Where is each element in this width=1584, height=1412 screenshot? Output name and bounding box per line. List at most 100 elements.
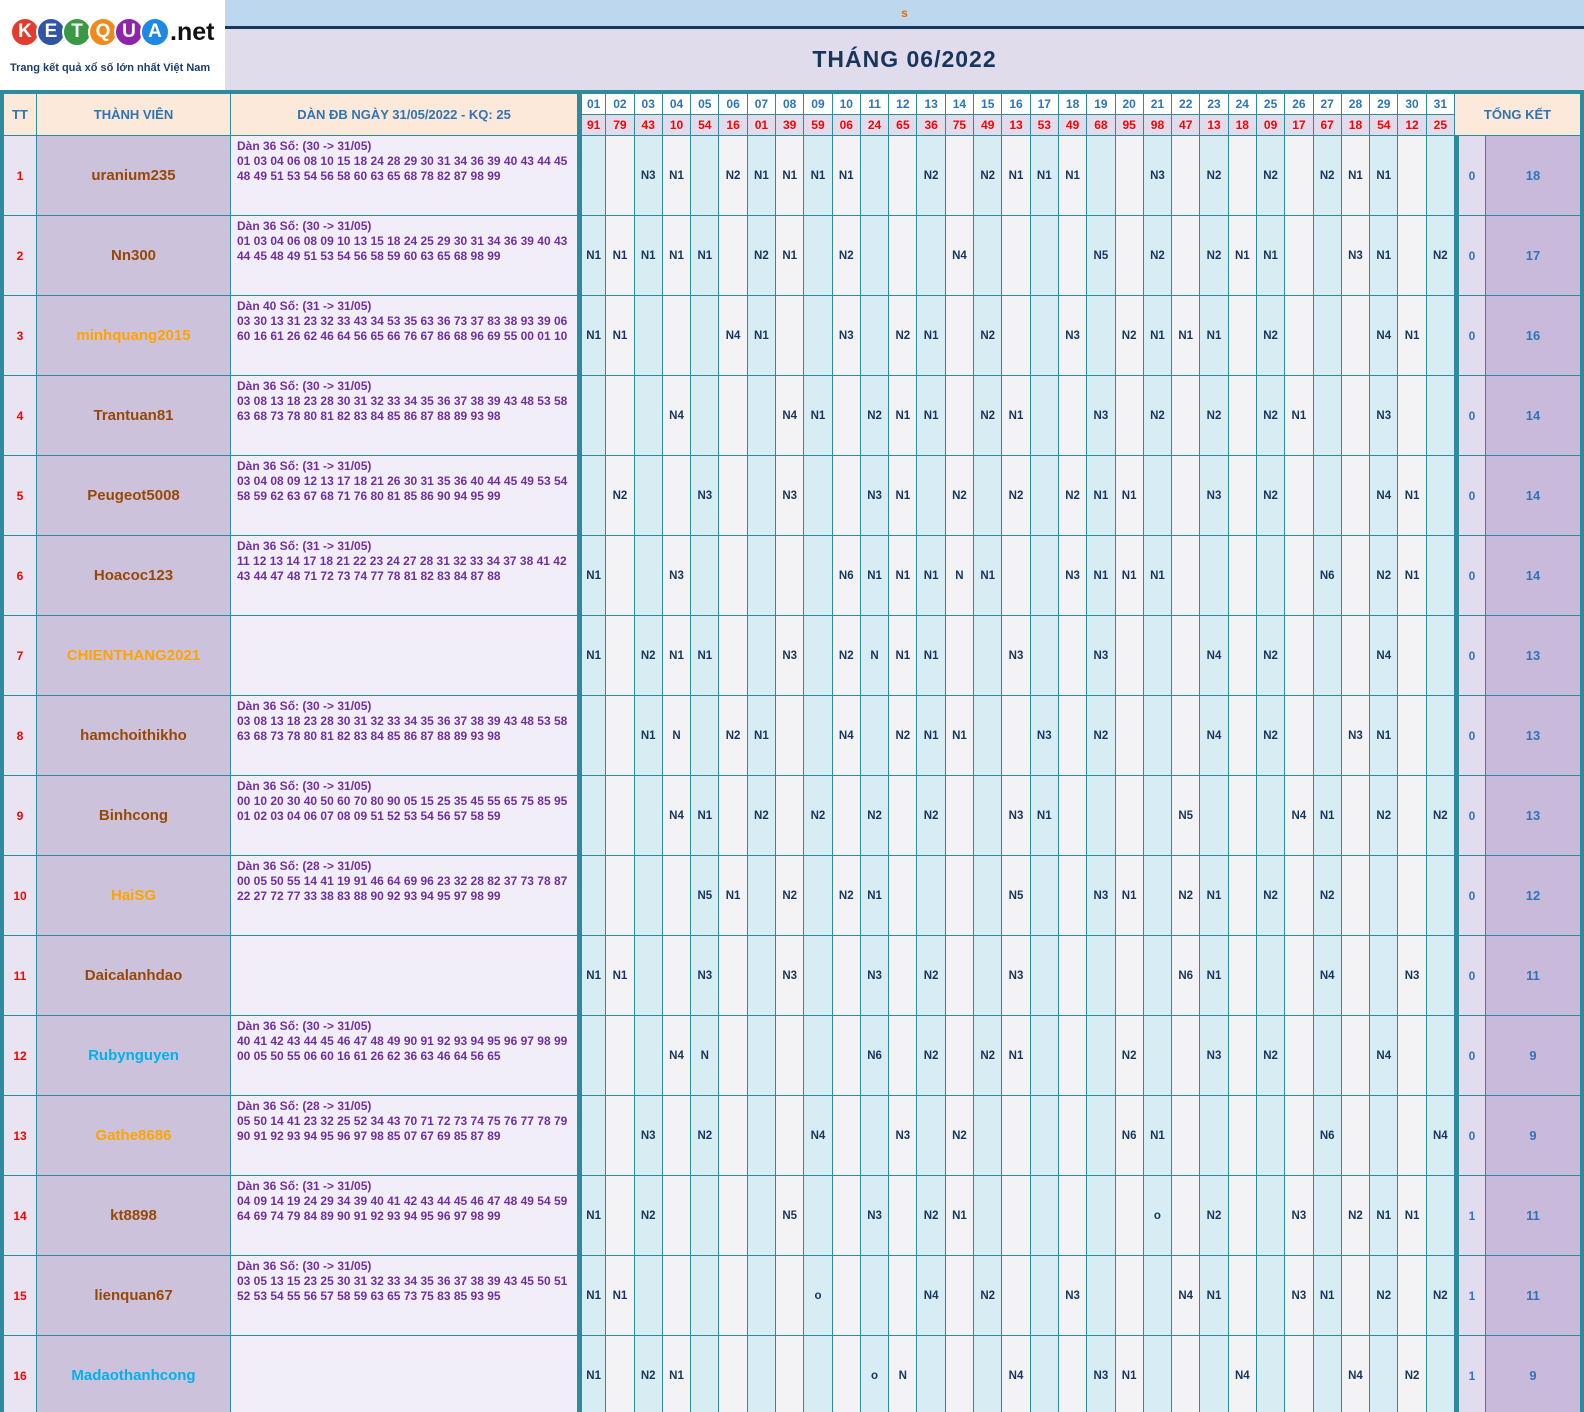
logo-letter-T: T	[62, 17, 92, 47]
member-name[interactable]: lienquan67	[94, 1287, 173, 1304]
day-header-12: 12	[889, 94, 917, 114]
result-value-day-09: 59	[804, 115, 832, 135]
day-cell-10: N2	[832, 616, 860, 695]
day-cell-13: N2	[917, 776, 945, 855]
day-cell-24	[1228, 1096, 1256, 1175]
day-cell-04	[662, 296, 691, 375]
member-name[interactable]: hamchoithikho	[80, 727, 187, 744]
member-name[interactable]: Binhcong	[98, 807, 169, 824]
day-cell-04: N1	[662, 136, 691, 215]
total-count: 9	[1486, 1016, 1580, 1095]
day-cell-28: N1	[1341, 136, 1370, 215]
total-count: 13	[1486, 696, 1580, 775]
day-cell-07: N1	[747, 696, 776, 775]
day-cell-16	[1002, 696, 1030, 775]
day-cell-08: N3	[776, 616, 804, 695]
member-name[interactable]: CHIENTHANG2021	[66, 647, 201, 664]
day-cell-31	[1426, 696, 1454, 775]
day-header-01: 01	[578, 94, 606, 114]
member-name[interactable]: Daicalanhdao	[84, 967, 183, 984]
day-cell-04: N	[662, 696, 691, 775]
total-first: 1	[1455, 1176, 1485, 1255]
day-cell-22	[1172, 536, 1200, 615]
day-cell-26: N1	[1285, 376, 1313, 455]
strip-s-link[interactable]: s	[901, 6, 908, 20]
day-cell-18	[1058, 1336, 1087, 1412]
day-cell-05	[691, 536, 719, 615]
day-cell-03	[634, 536, 662, 615]
total-first: 0	[1455, 696, 1485, 775]
day-cell-25: N1	[1256, 216, 1285, 295]
day-cell-28	[1341, 856, 1370, 935]
day-cell-01: N1	[578, 936, 606, 1015]
desc-cell	[231, 616, 577, 695]
day-cell-18	[1058, 616, 1087, 695]
day-cell-29: N1	[1370, 696, 1398, 775]
day-cell-20	[1115, 1256, 1143, 1335]
day-header-26: 26	[1285, 94, 1313, 114]
column-header-dan: DÀN ĐB NGÀY 31/05/2022 - KQ: 25	[231, 94, 577, 135]
day-cell-12	[889, 1016, 917, 1095]
member-name[interactable]: kt8898	[110, 1207, 157, 1224]
day-cell-20: N1	[1115, 536, 1143, 615]
day-cell-22	[1172, 456, 1200, 535]
day-cell-17	[1030, 616, 1058, 695]
logo-tagline: Trang kết quả xổ số lớn nhất Việt Nam	[10, 62, 211, 74]
day-cell-03	[634, 376, 662, 455]
day-cell-11	[860, 216, 889, 295]
desc-cell	[231, 1336, 577, 1412]
day-cell-26	[1285, 136, 1313, 215]
site-logo[interactable]: K E T Q U A .net Trang kết quả xổ số lớn nhất …	[0, 0, 225, 90]
total-count: 13	[1486, 776, 1580, 855]
member-name[interactable]: Peugeot5008	[87, 487, 180, 504]
day-cell-03	[634, 1256, 662, 1335]
day-cell-20	[1115, 376, 1143, 455]
day-cell-23: N2	[1200, 216, 1228, 295]
day-cell-05: N2	[691, 1096, 719, 1175]
day-cell-28	[1341, 296, 1370, 375]
day-cell-16: N2	[1002, 456, 1030, 535]
day-header-07: 07	[747, 94, 776, 114]
day-cell-25: N2	[1256, 856, 1285, 935]
member-cell: minhquang2015	[37, 296, 230, 375]
result-value-day-13: 36	[917, 115, 945, 135]
day-cell-13: N1	[917, 536, 945, 615]
member-name[interactable]: Trantuan81	[93, 407, 174, 424]
day-cell-16: N3	[1002, 936, 1030, 1015]
day-cell-06	[719, 616, 747, 695]
day-cell-09	[804, 456, 832, 535]
day-cell-01	[578, 696, 606, 775]
member-name[interactable]: HaiSG	[110, 887, 156, 904]
day-cell-12	[889, 936, 917, 1015]
day-cell-21	[1143, 856, 1172, 935]
result-value-day-12: 65	[889, 115, 917, 135]
desc-numbers: 11 12 13 14 17 18 21 22 23 24 27 28 31 3…	[237, 554, 567, 583]
member-cell: Daicalanhdao	[37, 936, 230, 1015]
member-name[interactable]: Gathe8686	[95, 1127, 172, 1144]
member-name[interactable]: minhquang2015	[76, 327, 191, 344]
member-name[interactable]: Madaothanhcong	[71, 1367, 196, 1384]
day-header-09: 09	[804, 94, 832, 114]
day-cell-30	[1398, 216, 1426, 295]
member-name[interactable]: uranium235	[91, 167, 176, 184]
day-cell-19: N1	[1087, 456, 1115, 535]
total-count: 14	[1486, 536, 1580, 615]
day-cell-11: N3	[860, 1176, 889, 1255]
column-header-tongket: TỔNG KẾT	[1455, 94, 1580, 135]
day-header-18: 18	[1058, 94, 1087, 114]
member-name[interactable]: Nn300	[110, 247, 157, 264]
member-name[interactable]: Hoacoc123	[93, 567, 174, 584]
result-value-day-27: 67	[1313, 115, 1341, 135]
day-cell-23	[1200, 1096, 1228, 1175]
day-header-24: 24	[1228, 94, 1256, 114]
day-cell-15	[974, 216, 1002, 295]
total-first: 0	[1455, 856, 1485, 935]
day-cell-07	[747, 1096, 776, 1175]
day-cell-14	[945, 1256, 974, 1335]
day-cell-27	[1313, 1016, 1341, 1095]
member-name[interactable]: Rubynguyen	[88, 1047, 179, 1064]
day-cell-31: N2	[1426, 1256, 1454, 1335]
day-cell-03	[634, 456, 662, 535]
day-cell-17: N1	[1030, 776, 1058, 855]
day-cell-16	[1002, 1096, 1030, 1175]
